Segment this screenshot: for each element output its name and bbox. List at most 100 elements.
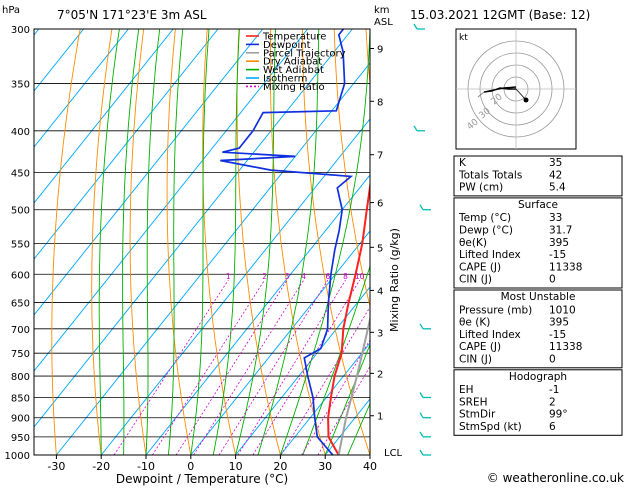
wind-barb [419, 392, 431, 399]
wind-barb [419, 204, 431, 211]
isotherm [34, 29, 353, 428]
legend-entry: Dry Adiabat [263, 57, 322, 68]
most-unstable-title: Most Unstable [501, 291, 576, 303]
hodo-trace-gray [477, 91, 485, 98]
pressure-tick-label: 850 [11, 393, 30, 404]
hodograph-table-row-value: 2 [549, 396, 556, 408]
wind-barb-flag [419, 412, 424, 419]
legend-entry: Temperature [262, 32, 326, 43]
copyright: © weatheronline.co.uk [487, 471, 624, 485]
wet-adiabat [190, 29, 210, 455]
hpa-label: hPa [2, 5, 20, 16]
legend-entry: Wet Adiabat [263, 65, 324, 76]
wet-adiabat [324, 343, 370, 455]
surface-box [453, 197, 623, 289]
wind-barb [419, 431, 431, 438]
indices-tables: K 35 Totals Totals 42 PW (cm) 5.4 Surface Temp … [453, 155, 623, 436]
surface-row-value: -15 [549, 249, 566, 261]
mixing-ratio-label: 4 [301, 272, 306, 281]
most-unstable-row-value: 11338 [549, 341, 582, 353]
mixing-ratio-line [317, 365, 370, 455]
wind-barb [419, 449, 431, 456]
mixing-ratio-label: 10 [355, 272, 365, 281]
x-axis-label: Dewpoint / Temperature (°C) [116, 472, 288, 486]
wind-barb-flag [413, 125, 418, 132]
km-tick-label: 6 [377, 199, 383, 210]
pressure-tick-label: 900 [11, 414, 30, 425]
legend-entry: Isotherm [263, 74, 307, 85]
most-unstable-row-label: CAPE (J) [459, 341, 501, 353]
mixing-ratio-line [301, 339, 370, 455]
mixing-ratio-line [237, 279, 346, 455]
pressure-tick-label: 350 [11, 80, 30, 91]
y-axis-label: Mixing Ratio (g/kg) [388, 228, 401, 332]
most-unstable-row-label: Lifted Index [459, 329, 521, 341]
most-unstable-row-value: 0 [549, 354, 556, 366]
km-tick-label: 3 [377, 328, 383, 339]
pressure-tick-label: 650 [11, 299, 30, 310]
surface-row-label: CIN (J) [459, 274, 492, 286]
wind-barb-flag [419, 392, 424, 398]
axes: 3003504004505005506006507007508008509009… [5, 25, 403, 473]
surface-row-value: 31.7 [549, 225, 572, 237]
surface-row-label: CAPE (J) [459, 261, 501, 273]
x-tick-label: 30 [318, 460, 332, 473]
pressure-tick-label: 500 [11, 206, 30, 217]
wind-barb [413, 125, 425, 132]
x-tick-label: 10 [229, 460, 243, 473]
wind-barb [419, 323, 431, 330]
wind-barb [413, 23, 425, 30]
indices-row-label: PW (cm) [459, 182, 503, 194]
isotherm [145, 174, 370, 455]
most-unstable-row-label: Pressure (mb) [459, 304, 532, 316]
hodograph-table-row-label: SREH [459, 396, 488, 408]
indices-row-label: K [459, 157, 467, 169]
pressure-tick-label: 300 [11, 25, 30, 36]
pressure-tick-label: 450 [11, 168, 30, 179]
sounding-series [220, 29, 370, 455]
legend-entry: Dewpoint [263, 40, 311, 51]
most-unstable-row-value: -15 [549, 329, 566, 341]
pressure-tick-label: 950 [11, 433, 30, 444]
dry-adiabat [365, 29, 370, 89]
indices-box [453, 155, 623, 197]
most-unstable-box [453, 289, 623, 369]
wet-adiabat [122, 29, 140, 455]
mixing-ratio-line [175, 279, 288, 455]
mixing-ratio-line [113, 279, 229, 455]
surface-row-value: 395 [549, 237, 569, 249]
dry-adiabat [333, 29, 370, 309]
wind-barb-flag [419, 431, 424, 438]
indices-row-value: 42 [549, 169, 562, 181]
pressure-tick-label: 550 [11, 239, 30, 250]
wet-adiabat [212, 29, 240, 455]
wind-barb [419, 412, 431, 419]
x-tick-label: -20 [92, 460, 110, 473]
pressure-tick-label: 600 [11, 270, 30, 281]
dry-adiabat [51, 29, 81, 455]
wind-barb-flag [419, 449, 424, 456]
plot-frame [33, 28, 371, 456]
hodo-trace [483, 86, 517, 93]
isotherm [235, 286, 370, 455]
dry-adiabat [202, 29, 237, 455]
km-tick-label: 5 [377, 243, 383, 254]
wind-barb-flag [419, 323, 424, 330]
dry-adiabat [166, 29, 192, 455]
indices-row-label: Totals Totals [458, 169, 522, 181]
mixing-ratio-line [193, 279, 304, 455]
datetime-label: 15.03.2021 12GMT (Base: 12) [410, 8, 590, 22]
isotherm [34, 29, 219, 260]
temperature-line [327, 179, 370, 455]
km-tick-label: 2 [377, 369, 383, 380]
km-tick-label: 1 [377, 412, 383, 423]
hodograph-table-row-label: StmSpd (kt) [459, 421, 522, 433]
location-label: 7°05'N 171°23'E 3m ASL [57, 8, 207, 22]
indices-row-value: 5.4 [549, 182, 566, 194]
surface-row-value: 0 [549, 274, 556, 286]
dry-adiabat [302, 29, 370, 455]
hodograph-table-box [453, 369, 623, 436]
hodograph: 40 30 20 kt [455, 28, 577, 150]
